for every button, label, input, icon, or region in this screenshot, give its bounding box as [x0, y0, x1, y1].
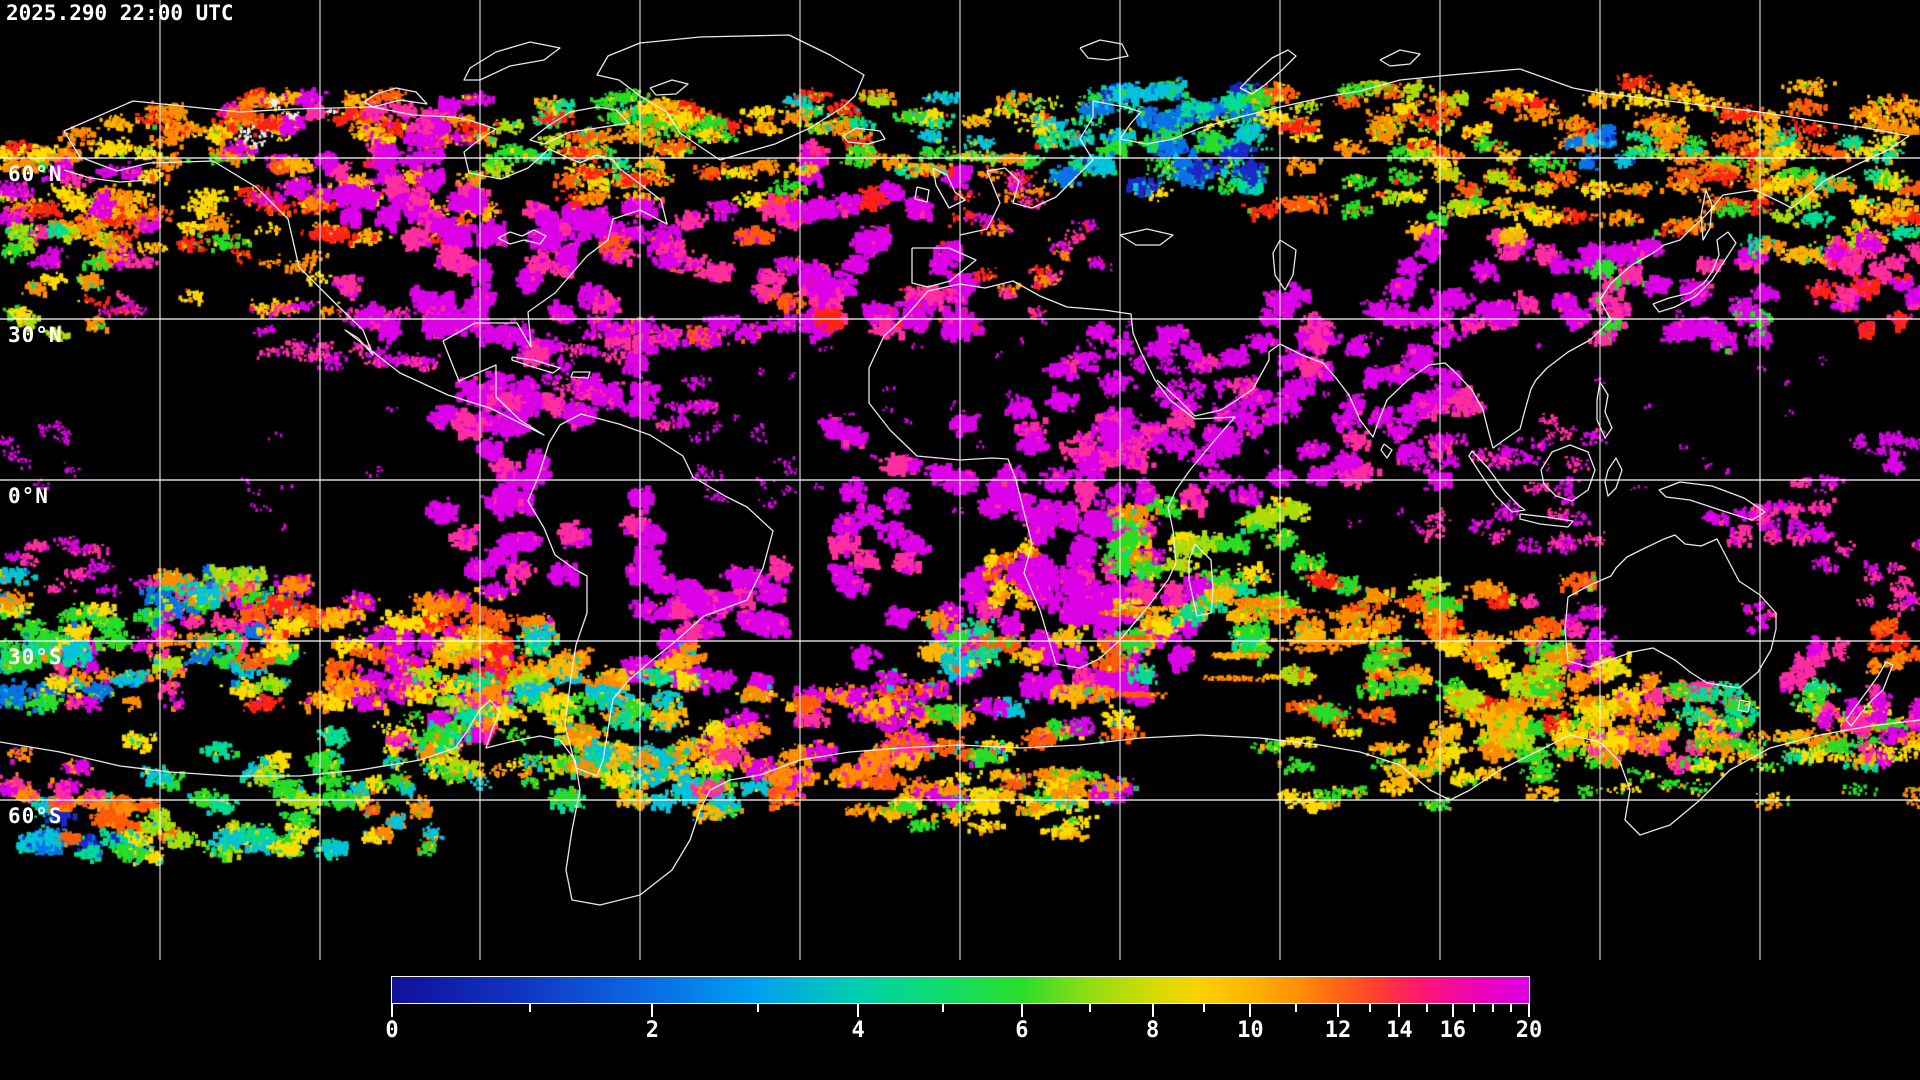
latitude-label: 30°N [8, 323, 63, 347]
colorbar-minor-tick [1509, 1004, 1512, 1012]
australia-coastline [1565, 535, 1776, 688]
novaya-zemlya-coastline [1240, 50, 1296, 94]
java-coastline [1520, 514, 1573, 527]
sri-lanka-coastline [1381, 444, 1392, 458]
ireland-coastline [915, 187, 929, 202]
black-sea-coastline [1120, 229, 1173, 245]
colorbar-tick-label: 8 [1146, 1018, 1160, 1043]
colorbar-minor-tick [757, 1004, 760, 1012]
colorbar-major-tick [1020, 1004, 1023, 1017]
hispaniola-coastline [571, 372, 590, 378]
colorbar-tick-label: 10 [1237, 1018, 1264, 1043]
east-asia-coast-coastline [1157, 136, 1909, 448]
colorbar-minor-tick [1368, 1004, 1371, 1012]
borneo-coastline [1541, 445, 1595, 501]
tasmania-coastline [1738, 700, 1750, 712]
great-lakes-coastline [498, 230, 546, 244]
sulawesi-coastline [1605, 458, 1622, 496]
colorbar-major-tick [1398, 1004, 1401, 1017]
colorbar-major-tick [1336, 1004, 1339, 1017]
baffin-island-coastline [530, 107, 629, 144]
colorbar-minor-tick [942, 1004, 945, 1012]
colorbar-tick-label: 2 [645, 1018, 659, 1043]
antarctica-coastline [0, 700, 1920, 905]
iceland-coastline [843, 128, 885, 144]
philippines-coastline [1597, 382, 1612, 438]
colorbar-minor-tick [1089, 1004, 1092, 1012]
timestamp-label: 2025.290 22:00 UTC [6, 1, 234, 25]
aleutians-coastline [64, 170, 150, 182]
ellesmere-island-coastline [464, 42, 560, 80]
arctic-island-coastline [650, 80, 688, 95]
colorbar-minor-tick [1202, 1004, 1205, 1012]
graticule-gridlines [0, 0, 1920, 960]
sakhalin-coastline [1701, 190, 1712, 240]
north-america-coastline [64, 101, 667, 435]
colorbar-major-tick [857, 1004, 860, 1017]
latitude-label: 60°S [8, 804, 63, 828]
svalbard-coastline [1080, 40, 1128, 60]
colorbar-minor-tick [1491, 1004, 1494, 1012]
greenland-coastline [597, 35, 864, 160]
colorbar-minor-tick [1294, 1004, 1297, 1012]
britain-coastline [933, 168, 965, 208]
colorbar-tick-label: 4 [851, 1018, 865, 1043]
colorbar-major-tick [1151, 1004, 1154, 1017]
south-america-coastline [528, 414, 773, 776]
madagascar-coastline [1189, 544, 1213, 616]
eurasia-north-coast-coastline [960, 69, 1909, 235]
colorbar-major-tick [1528, 1004, 1530, 1017]
colorbar-gradient [391, 976, 1530, 1004]
cuba-coastline [512, 357, 560, 373]
world-map: 60°N 30°N 0°N 30°S 60°S 2025.290 22:00 UTC [0, 0, 1920, 960]
colorbar-tick-label: 12 [1324, 1018, 1352, 1043]
new-guinea-coastline [1659, 482, 1765, 520]
colorbar-tick-label: 20 [1515, 1018, 1543, 1043]
colorbar-tick-label: 16 [1439, 1018, 1467, 1043]
latitude-label: 60°N [8, 162, 63, 186]
colorbar-minor-tick [1425, 1004, 1428, 1012]
colorbar-major-tick [1249, 1004, 1252, 1017]
arctic-islands-east-coastline [1380, 50, 1420, 66]
caspian-sea-coastline [1273, 240, 1296, 290]
colorbar-minor-tick [1473, 1004, 1476, 1012]
colorbar-major-tick [651, 1004, 654, 1017]
victoria-island-coastline [364, 88, 427, 107]
iberia-coastline [912, 248, 976, 287]
colorbar-tick-label: 6 [1015, 1018, 1029, 1043]
colorbar-major-tick [1451, 1004, 1454, 1017]
sumatra-coastline [1469, 451, 1525, 512]
colorbar-tick-label: 14 [1386, 1018, 1413, 1043]
africa-coastline [869, 281, 1235, 668]
colorbar-minor-tick [528, 1004, 531, 1012]
coastlines [0, 35, 1920, 905]
colorbar-major-tick [391, 1004, 393, 1017]
new-zealand-coastline [1846, 662, 1893, 726]
japan-coastline [1653, 232, 1736, 312]
latitude-label: 30°S [8, 645, 63, 669]
map-overlay [0, 0, 1920, 960]
colorbar-tick-label: 0 [385, 1018, 399, 1043]
latitude-label: 0°N [8, 484, 49, 508]
